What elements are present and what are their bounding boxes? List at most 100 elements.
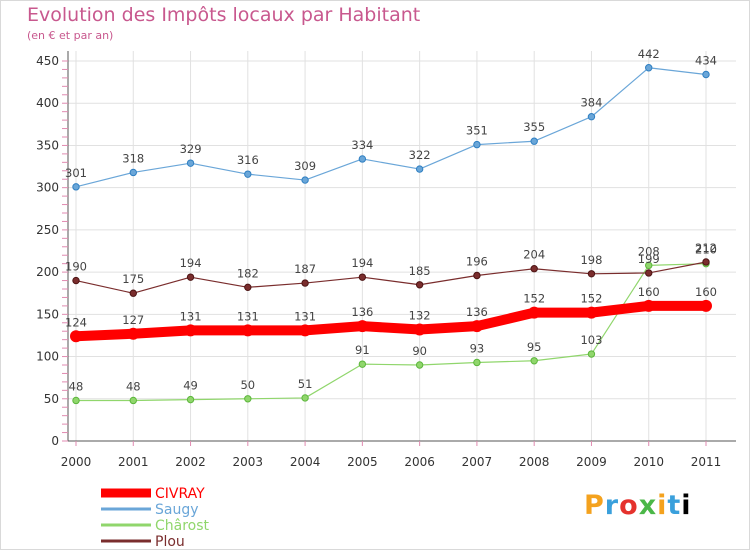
- data-label: 49: [183, 379, 198, 393]
- data-point: [587, 113, 596, 121]
- data-point: [530, 137, 538, 145]
- data-label: 185: [409, 264, 431, 278]
- data-label: 48: [126, 379, 141, 393]
- x-tick-label: 2008: [519, 455, 550, 469]
- data-label: 434: [695, 54, 717, 68]
- legend-label: Chârost: [155, 518, 210, 534]
- data-label: 301: [65, 166, 87, 180]
- data-point: [72, 183, 80, 191]
- data-label: 131: [180, 309, 202, 323]
- data-label: 131: [294, 309, 316, 323]
- data-point: [702, 70, 710, 79]
- data-point: [702, 258, 710, 266]
- data-point: [186, 273, 195, 281]
- x-tick-label: 2006: [404, 455, 435, 469]
- data-point: [473, 358, 481, 367]
- data-point: [301, 279, 309, 287]
- chart-subtitle: (en € et par an): [27, 29, 114, 42]
- x-tick-label: 2011: [691, 455, 722, 469]
- data-point: [241, 324, 254, 337]
- data-label: 127: [122, 313, 144, 327]
- data-point: [530, 357, 538, 365]
- data-point: [700, 299, 712, 312]
- y-tick-label: 400: [36, 96, 59, 110]
- data-point: [587, 350, 596, 358]
- y-tick-label: 150: [36, 307, 59, 321]
- chart-title: Evolution des Impôts locaux par Habitant: [27, 4, 421, 26]
- y-tick-label: 100: [36, 350, 59, 364]
- data-label: 160: [695, 285, 717, 299]
- data-point: [645, 269, 653, 277]
- x-tick-label: 2000: [61, 455, 92, 469]
- series-line-civray: [71, 300, 711, 342]
- data-point: [356, 320, 369, 333]
- x-tick-label: 2005: [347, 455, 378, 469]
- data-label: 208: [638, 244, 660, 258]
- data-point: [299, 324, 312, 337]
- data-point: [244, 170, 252, 178]
- x-tick-label: 2002: [175, 455, 206, 469]
- data-label: 124: [65, 315, 87, 329]
- data-label: 210: [695, 243, 717, 257]
- data-point: [358, 360, 367, 368]
- data-point: [642, 299, 655, 312]
- data-point: [645, 64, 653, 72]
- data-label: 136: [351, 305, 373, 319]
- data-label: 442: [638, 47, 660, 61]
- data-label: 51: [298, 377, 313, 391]
- x-tick-label: 2007: [462, 455, 493, 469]
- data-label: 212: [695, 241, 717, 255]
- data-label: 196: [466, 254, 488, 268]
- data-label: 152: [580, 292, 602, 306]
- y-tick-label: 0: [51, 434, 59, 448]
- data-point: [585, 306, 598, 319]
- data-label: 334: [351, 138, 373, 152]
- data-label: 316: [237, 153, 259, 167]
- series-line-chârost: [75, 263, 707, 402]
- x-tick-label: 2009: [576, 455, 607, 469]
- data-point: [470, 320, 483, 333]
- y-tick-label: 50: [44, 392, 59, 406]
- data-point: [186, 159, 195, 167]
- x-tick-label: 2010: [633, 455, 664, 469]
- data-label: 187: [294, 262, 316, 276]
- data-label: 384: [580, 96, 602, 110]
- data-label: 91: [355, 343, 370, 357]
- x-tick-label: 2004: [290, 455, 321, 469]
- data-point: [301, 176, 309, 184]
- data-label: 90: [412, 344, 427, 358]
- y-tick-label: 300: [36, 181, 59, 195]
- data-point: [244, 395, 252, 403]
- data-label: 190: [65, 260, 87, 274]
- data-label: 204: [523, 248, 545, 262]
- legend-label: Saugy: [155, 502, 199, 518]
- series-line-plou: [75, 261, 707, 294]
- data-point: [72, 276, 80, 285]
- data-point: [415, 281, 424, 289]
- data-label: 355: [523, 120, 545, 134]
- data-label: 152: [523, 292, 545, 306]
- proxiti-logo: Proxiti: [584, 490, 692, 521]
- data-point: [129, 289, 137, 297]
- data-label: 131: [237, 309, 259, 323]
- data-label: 198: [580, 253, 602, 267]
- data-label: 329: [180, 142, 202, 156]
- series-line-saugy: [75, 67, 707, 188]
- data-point: [358, 155, 367, 163]
- data-point: [70, 330, 82, 343]
- data-label: 136: [466, 305, 488, 319]
- data-point: [72, 396, 80, 405]
- data-label: 93: [470, 341, 485, 355]
- data-point: [129, 168, 137, 177]
- data-point: [473, 271, 481, 280]
- data-label: 182: [237, 266, 259, 280]
- data-label: 160: [638, 285, 660, 299]
- legend-label: CIVRAY: [155, 486, 205, 502]
- data-point: [530, 265, 538, 273]
- data-label: 50: [240, 378, 255, 392]
- data-point: [358, 273, 367, 281]
- data-label: 199: [638, 252, 660, 266]
- data-label: 48: [69, 379, 84, 393]
- data-point: [528, 306, 541, 319]
